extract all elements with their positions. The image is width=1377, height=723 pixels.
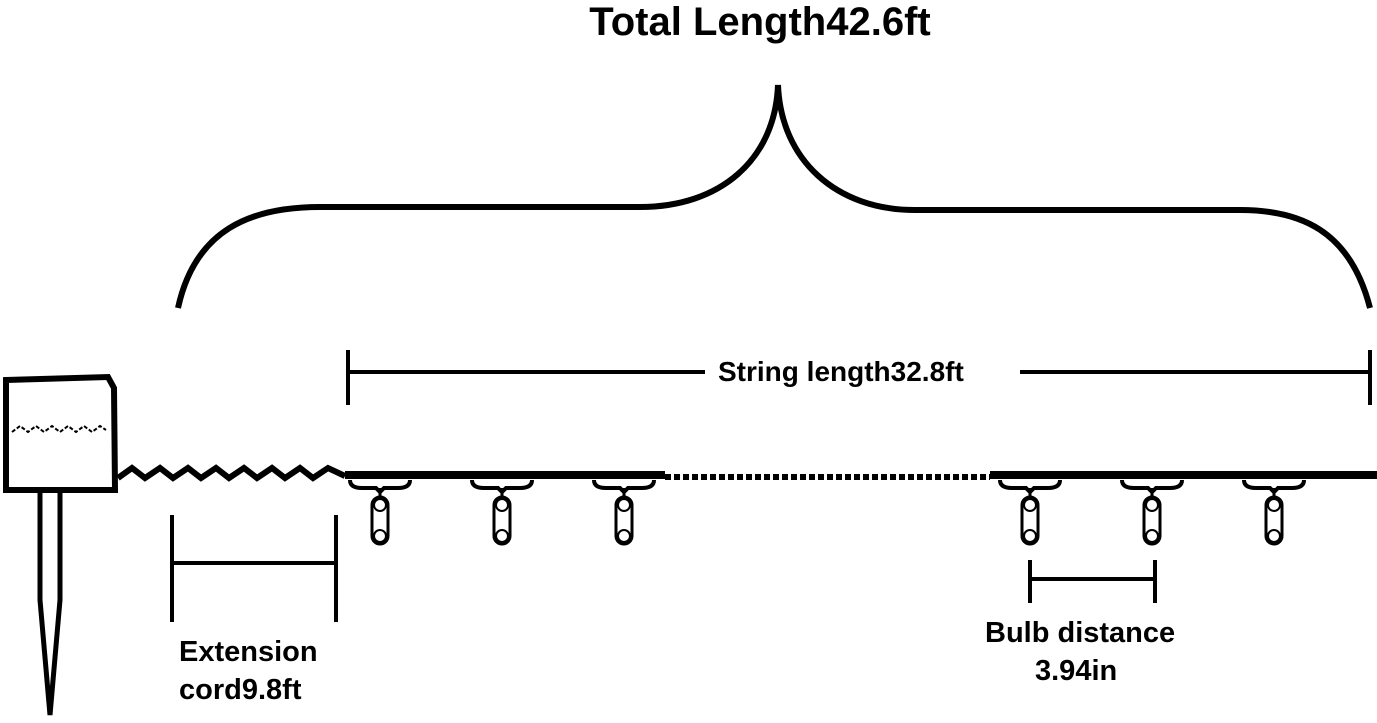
extension-cord xyxy=(116,464,347,482)
bulb-icon xyxy=(1120,479,1184,546)
total-length-brace xyxy=(175,84,1373,309)
total-length-title: Total Length42.6ft xyxy=(589,0,931,44)
extension-dimension xyxy=(170,515,338,622)
bulb-icon xyxy=(348,479,412,546)
bulb-distance-dimension xyxy=(1028,560,1157,603)
bulb-icon xyxy=(470,479,534,546)
solar-panel-icon xyxy=(3,373,119,716)
extension-cord-label-line1: Extension xyxy=(179,636,318,668)
string-length-dimension xyxy=(346,350,1372,405)
bulb-icon xyxy=(592,479,656,546)
string-length-label: String length32.8ft xyxy=(718,356,964,387)
bulb-distance-label-line2: 3.94in xyxy=(1035,655,1118,687)
bulb-distance-label-line1: Bulb distance xyxy=(985,617,1176,649)
bulb-icon xyxy=(998,479,1062,546)
extension-cord-label-line2: cord9.8ft xyxy=(179,674,302,706)
bulb-icon xyxy=(1242,479,1306,546)
